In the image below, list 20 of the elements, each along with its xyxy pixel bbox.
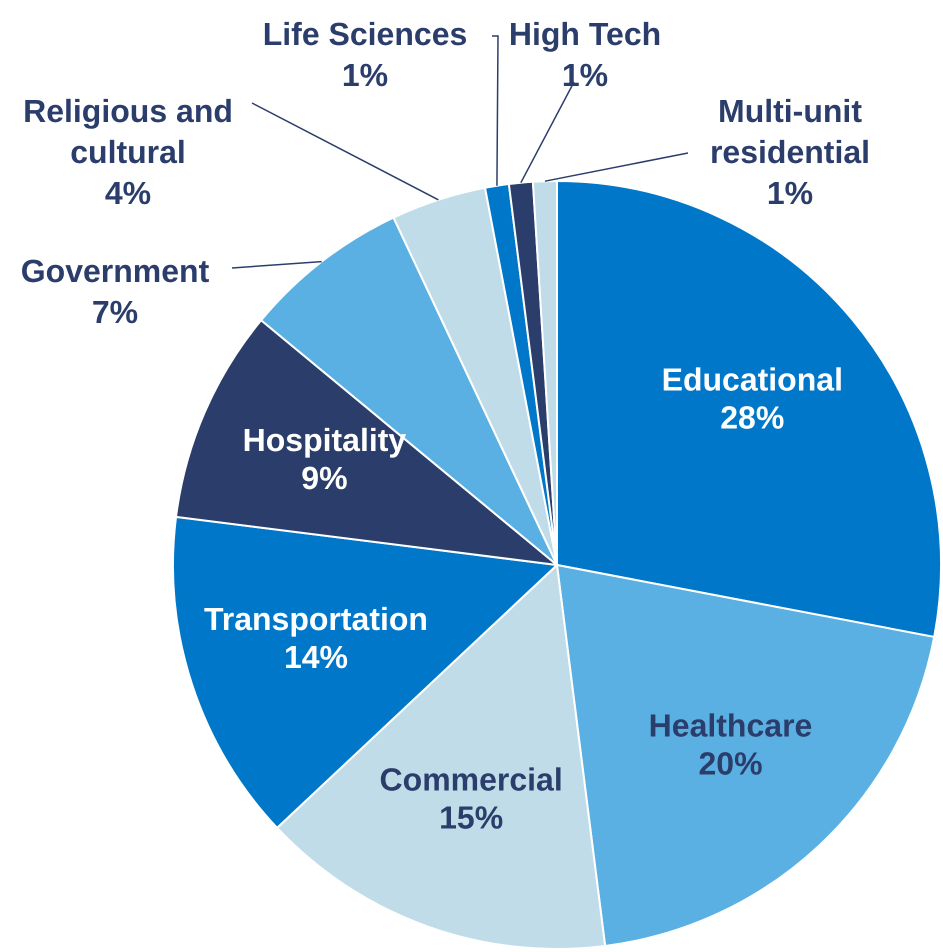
data-label: 15%	[439, 799, 504, 836]
slice-label: Multi-unit residential	[710, 92, 870, 170]
slice-label: Government	[20, 252, 210, 289]
data-label: 1%	[562, 56, 608, 93]
data-label: 14%	[284, 639, 348, 676]
data-label: 4%	[104, 174, 152, 211]
slice-label: Educational	[662, 361, 843, 398]
data-label: 1%	[342, 56, 388, 93]
slice-label: Transportation	[204, 601, 428, 638]
data-label: 7%	[92, 294, 138, 330]
slice-label: Religious and cultural	[23, 92, 233, 170]
slice-label: Commercial	[380, 761, 563, 798]
slice-label: Hospitality	[242, 422, 406, 458]
slice-label: High Tech	[508, 16, 662, 52]
slice-label: Life Sciences	[262, 16, 468, 52]
data-label: 28%	[720, 399, 784, 436]
data-label: 20%	[698, 746, 763, 782]
data-label: 9%	[301, 460, 348, 496]
data-label: 1%	[766, 174, 814, 211]
slice-label: Healthcare	[648, 708, 812, 744]
